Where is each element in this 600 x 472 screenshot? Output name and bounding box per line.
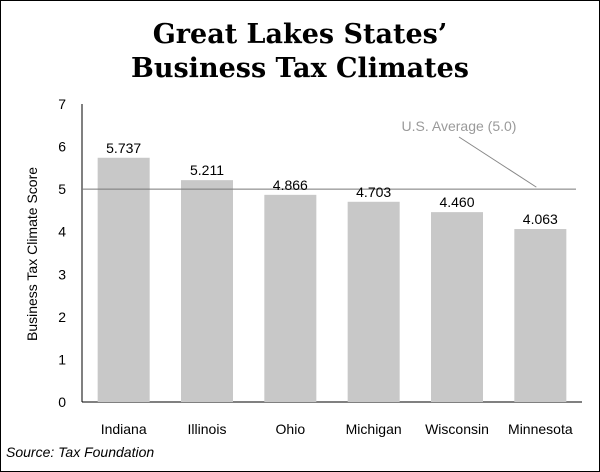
y-tick-label: 7 — [58, 96, 66, 112]
y-axis-label: Business Tax Climate Score — [24, 167, 40, 341]
bar — [97, 157, 150, 402]
value-labels: 5.737 5.211 4.866 4.703 4.460 4.063 — [106, 140, 558, 227]
value-label: 4.866 — [273, 177, 308, 193]
chart-title-line-2: Business Tax Climates — [131, 53, 469, 84]
value-label: 4.460 — [439, 194, 474, 210]
value-label: 4.703 — [356, 184, 391, 200]
average-leader-line — [458, 136, 537, 188]
bar — [347, 201, 400, 402]
chart-title-line-1: Great Lakes States’ — [152, 19, 448, 50]
value-label: 4.063 — [523, 211, 558, 227]
y-tick-label: 1 — [58, 351, 66, 367]
category-label: Illinois — [188, 421, 227, 437]
plot-area: 0 1 2 3 4 5 6 7 U.S. Average (5.0) 5.737 5.211 4.… — [58, 96, 582, 437]
average-reference: U.S. Average (5.0) — [82, 118, 576, 190]
y-tick-label: 0 — [58, 394, 66, 410]
source-note: Source: Tax Foundation — [6, 444, 155, 460]
average-label: U.S. Average (5.0) — [402, 118, 517, 134]
value-label: 5.211 — [190, 162, 224, 178]
bar — [514, 229, 567, 402]
category-label: Minnesota — [508, 421, 573, 437]
y-tick-label: 5 — [58, 181, 66, 197]
bars — [97, 157, 567, 402]
category-label: Wisconsin — [425, 421, 489, 437]
y-tick-labels: 0 1 2 3 4 5 6 7 — [58, 96, 66, 410]
y-tick-label: 6 — [58, 139, 66, 155]
category-label: Michigan — [346, 421, 402, 437]
value-label: 5.737 — [106, 140, 141, 156]
category-label: Indiana — [101, 421, 147, 437]
y-tick-label: 4 — [58, 224, 66, 240]
chart-title: Great Lakes States’ Business Tax Climate… — [0, 18, 600, 86]
category-labels: Indiana Illinois Ohio Michigan Wisconsin Minn… — [101, 421, 573, 437]
bar — [431, 212, 483, 402]
category-label: Ohio — [276, 421, 306, 437]
y-tick-label: 3 — [58, 266, 66, 282]
bar — [264, 194, 317, 402]
y-tick-label: 2 — [58, 309, 66, 325]
bar — [181, 180, 233, 402]
